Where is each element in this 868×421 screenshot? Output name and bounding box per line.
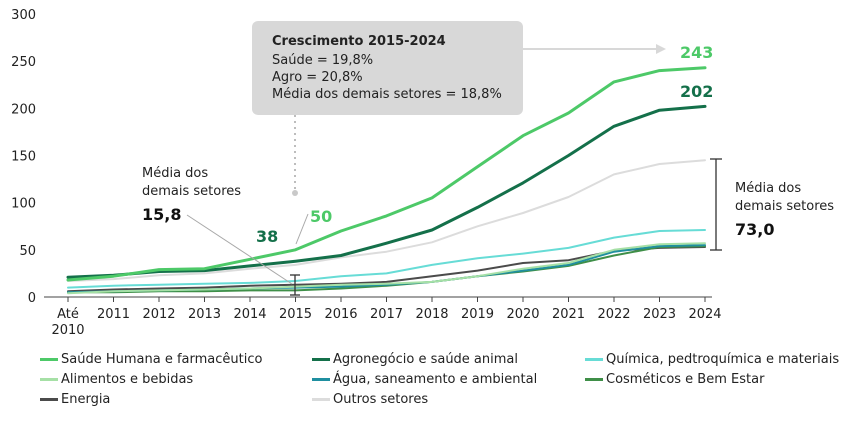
legend-label: Energia bbox=[61, 392, 111, 407]
x-tick-label: 2014 bbox=[233, 307, 266, 322]
callout-dotted-connector bbox=[292, 115, 298, 196]
left-avg-value: 15,8 bbox=[142, 205, 181, 224]
legend-label: Química, pedtroquímica e materiais bbox=[606, 352, 840, 367]
legend-swatch bbox=[40, 358, 58, 361]
growth-callout-line-saude: Saúde = 19,8% bbox=[272, 53, 373, 68]
x-tick-label: 2012 bbox=[142, 307, 175, 322]
x-tick-label: 2021 bbox=[552, 307, 585, 322]
legend-item: Cosméticos e Bem Estar bbox=[585, 372, 764, 387]
legend-item: Agronegócio e saúde animal bbox=[312, 352, 518, 367]
series-line-0 bbox=[66, 66, 707, 282]
legend-item: Química, pedtroquímica e materiais bbox=[585, 352, 839, 367]
x-tick-label: 2019 bbox=[461, 307, 494, 322]
series-line-2 bbox=[67, 229, 706, 289]
legend-label: Saúde Humana e farmacêutico bbox=[61, 352, 263, 367]
legend-label: Água, saneamento e ambiental bbox=[333, 372, 538, 387]
legend-label: Alimentos e bebidas bbox=[61, 372, 194, 387]
legend-swatch bbox=[585, 378, 603, 381]
left-avg-label-line1: Média dos bbox=[142, 166, 208, 181]
legend-swatch bbox=[312, 358, 330, 361]
saude-2015-leader-line bbox=[295, 213, 309, 245]
saude-2015-label: 50 bbox=[310, 207, 332, 226]
y-tick-label: 150 bbox=[11, 150, 36, 165]
x-tick-label: 2011 bbox=[97, 307, 130, 322]
growth-callout-line-outros: Média dos demais setores = 18,8% bbox=[272, 87, 502, 102]
y-tick-label: 0 bbox=[28, 291, 36, 306]
legend-item: Energia bbox=[40, 392, 110, 407]
left-avg-leader-line bbox=[186, 214, 293, 285]
x-tick-label: 2022 bbox=[597, 307, 630, 322]
x-tick-label: 2018 bbox=[415, 307, 448, 322]
y-tick-label: 50 bbox=[19, 244, 36, 259]
series-line-3 bbox=[67, 242, 706, 295]
y-tick-label: 250 bbox=[11, 55, 36, 70]
x-tick-label: 2016 bbox=[324, 307, 357, 322]
x-tick-label: 2015 bbox=[279, 307, 312, 322]
legend-swatch bbox=[312, 398, 330, 401]
series-line-7 bbox=[67, 159, 706, 282]
x-tick-label: 2024 bbox=[688, 307, 721, 322]
x-tick-label: 2013 bbox=[188, 307, 221, 322]
legend-item: Outros setores bbox=[312, 392, 428, 407]
x-tick-label: Até bbox=[57, 307, 79, 322]
x-tick-label: 2023 bbox=[643, 307, 676, 322]
legend-item: Saúde Humana e farmacêutico bbox=[40, 352, 262, 367]
x-tick-label: 2010 bbox=[51, 323, 84, 338]
left-avg-range-bracket bbox=[290, 274, 300, 296]
right-avg-range-bracket bbox=[710, 158, 722, 251]
legend-swatch bbox=[40, 398, 58, 401]
legend-swatch bbox=[312, 378, 330, 381]
legend-swatch bbox=[585, 358, 603, 361]
right-avg-label-line1: Média dos bbox=[735, 181, 801, 196]
right-avg-value: 73,0 bbox=[735, 220, 774, 239]
legend-item: Alimentos e bebidas bbox=[40, 372, 193, 387]
y-tick-label: 100 bbox=[11, 197, 36, 212]
x-tick-label: 2020 bbox=[506, 307, 539, 322]
series-line-1 bbox=[66, 104, 707, 279]
x-tick-label: 2017 bbox=[370, 307, 403, 322]
right-avg-label-line2: demais setores bbox=[735, 199, 834, 214]
growth-callout-line-agro: Agro = 20,8% bbox=[272, 70, 363, 85]
y-tick-label: 300 bbox=[11, 8, 36, 23]
y-tick-label: 200 bbox=[11, 102, 36, 117]
callout-arrow bbox=[523, 44, 666, 54]
legend-item: Água, saneamento e ambiental bbox=[312, 372, 537, 387]
growth-callout: Crescimento 2015-2024 Saúde = 19,8% Agro… bbox=[252, 21, 523, 115]
series-lines bbox=[66, 66, 707, 295]
legend-label: Cosméticos e Bem Estar bbox=[606, 372, 765, 387]
legend-swatch bbox=[40, 378, 58, 381]
y-axis-ticks: 0 50 100 150 200 250 300 bbox=[11, 8, 36, 306]
left-avg-label-line2: demais setores bbox=[142, 184, 241, 199]
chart-legend: Saúde Humana e farmacêutico Agronegócio e… bbox=[40, 352, 866, 418]
agro-2015-label: 38 bbox=[256, 227, 278, 246]
agro-2024-label: 202 bbox=[680, 82, 713, 101]
growth-callout-title: Crescimento 2015-2024 bbox=[272, 34, 446, 49]
saude-2024-label: 243 bbox=[680, 43, 713, 62]
legend-label: Outros setores bbox=[333, 392, 429, 407]
legend-label: Agronegócio e saúde animal bbox=[333, 352, 518, 367]
